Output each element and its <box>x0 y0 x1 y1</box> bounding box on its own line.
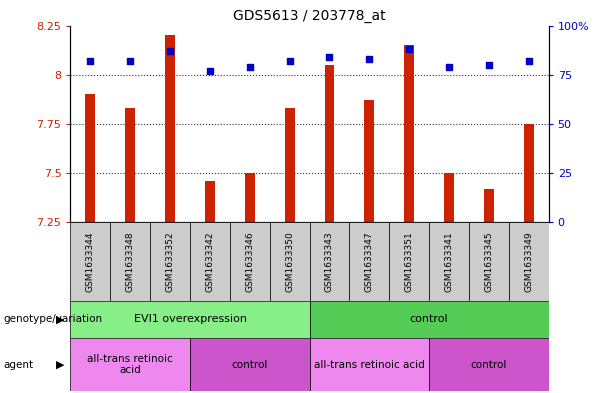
Bar <box>150 222 190 301</box>
Text: GSM1633352: GSM1633352 <box>166 231 175 292</box>
Bar <box>110 222 150 301</box>
Text: EVI1 overexpression: EVI1 overexpression <box>134 314 246 324</box>
Text: control: control <box>409 314 449 324</box>
Bar <box>190 338 310 391</box>
Text: GSM1633343: GSM1633343 <box>325 231 334 292</box>
Text: GSM1633345: GSM1633345 <box>484 231 493 292</box>
Text: ▶: ▶ <box>56 360 64 369</box>
Point <box>524 58 533 64</box>
Bar <box>230 222 270 301</box>
Text: GSM1633341: GSM1633341 <box>444 231 454 292</box>
Text: GSM1633342: GSM1633342 <box>205 231 215 292</box>
Text: GSM1633348: GSM1633348 <box>126 231 135 292</box>
Bar <box>70 301 310 338</box>
Point <box>205 68 215 74</box>
Point <box>125 58 135 64</box>
Text: all-trans retinoic
acid: all-trans retinoic acid <box>88 354 173 375</box>
Bar <box>484 189 494 222</box>
Bar <box>509 222 549 301</box>
Point <box>364 56 374 62</box>
Bar <box>469 222 509 301</box>
Text: control: control <box>471 360 507 369</box>
Text: GSM1633344: GSM1633344 <box>86 231 95 292</box>
Bar <box>310 338 429 391</box>
Bar <box>165 35 175 222</box>
Bar <box>404 45 414 222</box>
Point <box>245 64 255 70</box>
Bar <box>190 222 230 301</box>
Point <box>444 64 454 70</box>
Text: GSM1633346: GSM1633346 <box>245 231 254 292</box>
Bar <box>429 222 469 301</box>
Bar <box>324 65 335 222</box>
Bar <box>429 338 549 391</box>
Bar <box>310 301 549 338</box>
Title: GDS5613 / 203778_at: GDS5613 / 203778_at <box>234 9 386 23</box>
Bar <box>524 124 534 222</box>
Point <box>325 54 335 60</box>
Bar <box>310 222 349 301</box>
Bar <box>245 173 255 222</box>
Text: GSM1633350: GSM1633350 <box>285 231 294 292</box>
Text: GSM1633349: GSM1633349 <box>524 231 533 292</box>
Bar <box>85 94 96 222</box>
Bar <box>444 173 454 222</box>
Bar <box>284 108 295 222</box>
Point <box>86 58 96 64</box>
Text: GSM1633351: GSM1633351 <box>405 231 414 292</box>
Bar <box>70 222 110 301</box>
Point <box>405 46 414 52</box>
Point <box>284 58 294 64</box>
Bar <box>205 181 215 222</box>
Point <box>484 62 494 68</box>
Text: all-trans retinoic acid: all-trans retinoic acid <box>314 360 425 369</box>
Bar <box>364 100 375 222</box>
Bar <box>349 222 389 301</box>
Bar <box>125 108 135 222</box>
Point <box>166 48 175 54</box>
Bar <box>70 338 190 391</box>
Text: ▶: ▶ <box>56 314 64 324</box>
Bar <box>270 222 310 301</box>
Text: GSM1633347: GSM1633347 <box>365 231 374 292</box>
Text: agent: agent <box>3 360 33 369</box>
Bar <box>389 222 429 301</box>
Text: genotype/variation: genotype/variation <box>3 314 102 324</box>
Text: control: control <box>232 360 268 369</box>
